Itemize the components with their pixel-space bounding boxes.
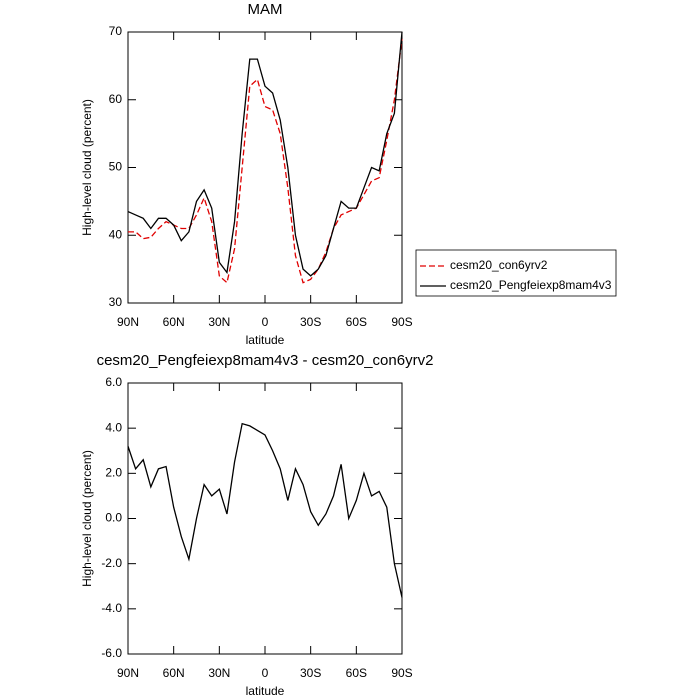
plot-frame [127,31,403,304]
y-tick-label: -6.0 [101,646,122,660]
y-tick-label: -4.0 [101,601,122,615]
x-tick-label: 30S [300,315,321,329]
chart-title: cesm20_Pengfeiexp8mam4v3 - cesm20_con6yr… [97,352,434,369]
x-tick-label: 90N [117,315,139,329]
y-tick-label: 70 [109,24,123,38]
legend-label: cesm20_con6yrv2 [450,258,548,272]
y-axis-label: High-level cloud (percent) [80,450,94,587]
x-axis-label: latitude [246,333,285,347]
x-tick-label: 90N [117,666,139,680]
x-tick-label: 60S [346,315,367,329]
data-line [127,422,403,598]
y-tick-label: 30 [109,295,123,309]
y-tick-label: 40 [109,227,123,241]
y-tick-label: 4.0 [105,420,122,434]
x-tick-label: 0 [262,666,269,680]
y-tick-label: 6.0 [105,375,122,389]
x-tick-label: 60S [346,666,367,680]
y-tick-label: 0.0 [105,511,122,525]
x-tick-label: 90S [391,666,412,680]
data-line [128,38,403,284]
y-tick-label: 50 [109,160,123,174]
y-tick-label: 2.0 [105,466,122,480]
data-line [127,31,403,277]
y-tick-label: -2.0 [101,556,122,570]
x-tick-label: 60N [163,315,185,329]
legend-label: cesm20_Pengfeiexp8mam4v3 [450,278,612,292]
x-tick-label: 30N [208,315,230,329]
x-tick-label: 0 [262,315,269,329]
legend-box [415,249,617,297]
plot-frame [127,382,403,655]
x-tick-label: 30S [300,666,321,680]
y-tick-label: 60 [109,92,123,106]
x-tick-label: 30N [208,666,230,680]
chart-title: MAM [248,1,283,18]
x-tick-label: 90S [391,315,412,329]
x-axis-label: latitude [246,684,285,698]
y-axis-label: High-level cloud (percent) [80,99,94,236]
x-tick-label: 60N [163,666,185,680]
